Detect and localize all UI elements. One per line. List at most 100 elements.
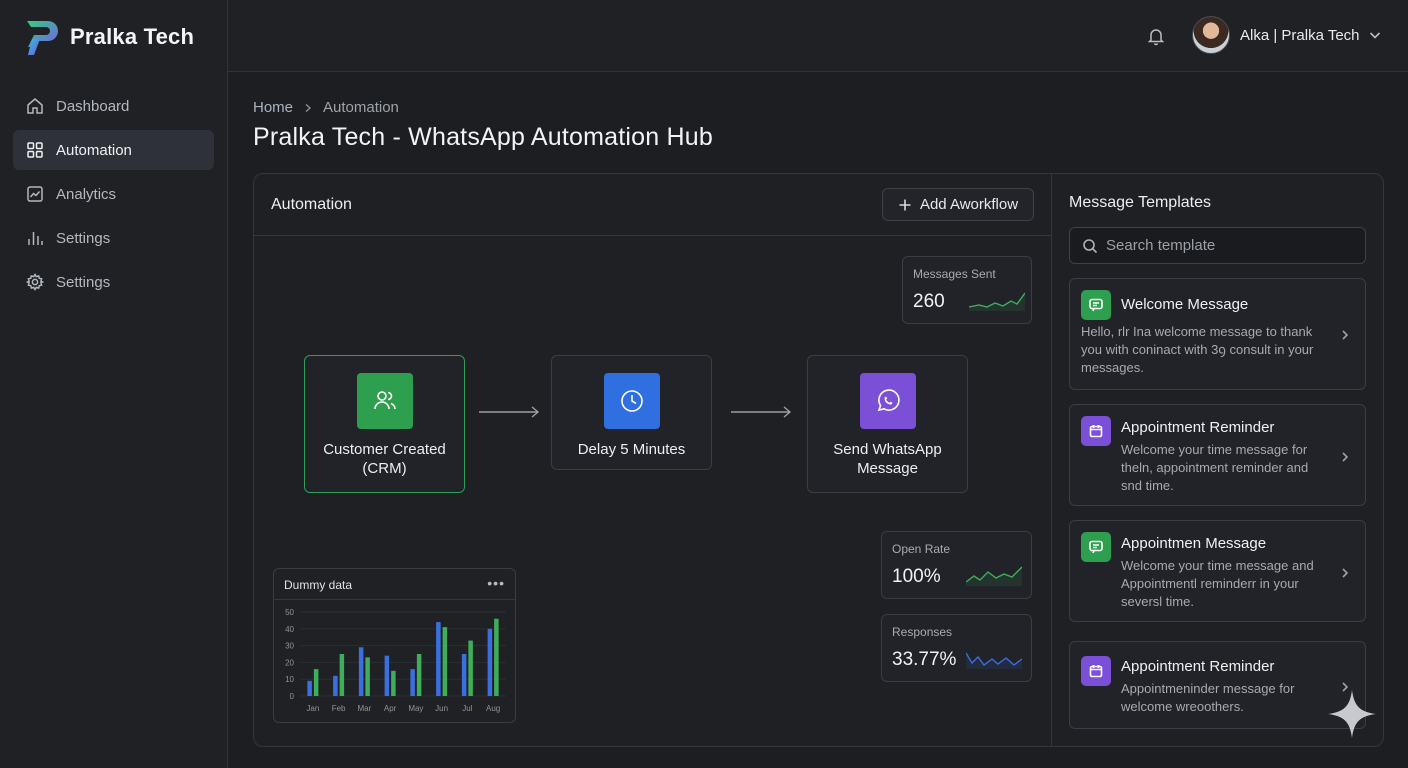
- sidebar-item-label: Automation: [56, 141, 132, 159]
- stat-label: Messages Sent: [913, 267, 996, 281]
- sidebar-item-settings-gear[interactable]: Settings: [13, 262, 214, 302]
- sidebar-item-automation[interactable]: Automation: [13, 130, 214, 170]
- template-name: Appointment Reminder: [1121, 658, 1275, 675]
- x-tick-label: May: [408, 704, 423, 713]
- chart-bar: [333, 675, 338, 696]
- template-description: Welcome your time message for theln, app…: [1121, 442, 1309, 493]
- user-menu-label[interactable]: Alka | Pralka Tech: [1240, 27, 1360, 44]
- chevron-right-icon: [1339, 680, 1351, 692]
- calendar-icon: [1089, 665, 1103, 678]
- chart-bar: [384, 655, 390, 696]
- chart-bar: [410, 669, 415, 696]
- panel-divider: [1051, 174, 1052, 746]
- topbar: Alka | Pralka Tech: [228, 0, 1408, 72]
- chevron-right-icon: [305, 103, 312, 112]
- stat-card-responses: Responses 33.77%: [881, 614, 1032, 682]
- node-icon-bg: [604, 373, 660, 429]
- chat-icon: [1089, 298, 1103, 312]
- home-icon: [27, 98, 43, 114]
- more-options-icon[interactable]: •••: [487, 575, 505, 591]
- users-icon: [374, 391, 396, 410]
- flow-node-label: Delay 5 Minutes: [577, 441, 686, 458]
- template-icon-bg: [1081, 656, 1111, 686]
- x-tick-label: Feb: [332, 704, 346, 713]
- template-name: Appointment Reminder: [1121, 419, 1275, 436]
- gear-icon: [25, 273, 45, 291]
- bar-chart-icon: [28, 232, 43, 245]
- sparkline-icon: [966, 652, 1022, 669]
- x-tick-label: Mar: [357, 704, 371, 713]
- y-tick-label: 20: [285, 658, 294, 667]
- chart-separator: [274, 599, 515, 600]
- template-name: Welcome Message: [1121, 296, 1249, 313]
- grid-icon: [27, 142, 43, 158]
- chart-bar: [339, 654, 345, 696]
- bell-icon: [1147, 29, 1165, 46]
- chart-bar: [436, 622, 441, 696]
- stat-card-messages-sent: Messages Sent 260: [902, 256, 1032, 324]
- arrow-right-icon: [731, 406, 792, 418]
- flow-node-trigger[interactable]: Customer Created (CRM): [304, 355, 465, 493]
- sparkline-icon: [966, 566, 1022, 586]
- automation-header: Automation Add Aworkflow: [254, 174, 1051, 236]
- flow-node-send-whatsapp[interactable]: Send WhatsApp Message: [807, 355, 968, 493]
- chart-bar: [307, 680, 312, 696]
- template-name: Appointmen Message: [1121, 535, 1267, 552]
- template-search-input[interactable]: [1106, 237, 1356, 254]
- chevron-down-icon: [1369, 32, 1381, 39]
- sidebar-item-analytics[interactable]: Analytics: [13, 174, 214, 214]
- chart-bar: [468, 640, 473, 696]
- node-icon-bg: [860, 373, 916, 429]
- sidebar-nav: Dashboard Automation Analytics Settings …: [13, 86, 214, 306]
- templates-title: Message Templates: [1069, 194, 1211, 211]
- avatar[interactable]: [1192, 16, 1230, 54]
- x-tick-label: Jan: [306, 704, 319, 713]
- whatsapp-icon: [877, 389, 900, 412]
- automation-panel: Automation Add Aworkflow Messages Sent 2…: [253, 173, 1384, 747]
- stat-value: 100%: [892, 566, 941, 587]
- add-workflow-button[interactable]: Add Aworkflow: [882, 188, 1034, 221]
- template-card-appointment-message[interactable]: Appointmen Message Welcome your time mes…: [1069, 520, 1366, 622]
- template-card-welcome[interactable]: Welcome Message Hello, rlr Ina welcome m…: [1069, 278, 1366, 390]
- chevron-right-icon: [1339, 566, 1351, 578]
- chart-bar: [494, 618, 499, 696]
- template-icon-bg: [1081, 290, 1111, 320]
- flow-node-delay[interactable]: Delay 5 Minutes: [551, 355, 712, 470]
- arrow-right-icon: [479, 406, 540, 418]
- x-tick-label: Aug: [486, 704, 500, 713]
- y-tick-label: 10: [285, 675, 294, 684]
- brand[interactable]: Pralka Tech: [24, 17, 194, 57]
- y-tick-label: 0: [290, 692, 295, 701]
- flow-arrow: [478, 405, 540, 418]
- template-description: Appointmeninder message for welcome wreo…: [1121, 681, 1295, 714]
- chart-bar: [365, 657, 370, 696]
- template-icon-bg: [1081, 532, 1111, 562]
- node-icon-bg: [357, 373, 413, 429]
- logo-icon: [27, 21, 58, 55]
- y-tick-label: 30: [285, 642, 294, 651]
- stat-card-open-rate: Open Rate 100%: [881, 531, 1032, 599]
- template-description: Welcome your time message and Appointmen…: [1121, 558, 1314, 609]
- mini-bar-chart: Dummy data ••• 0 10 20 30 40 50 Jan Feb Mar Apr Ma…: [273, 568, 516, 723]
- chart-bar: [487, 628, 493, 696]
- sidebar-item-label: Settings: [56, 273, 111, 291]
- template-search[interactable]: [1069, 227, 1366, 264]
- user-menu-toggle[interactable]: [1368, 28, 1382, 42]
- breadcrumb-current: Automation: [323, 99, 399, 116]
- chart-bar: [461, 654, 467, 696]
- template-card-appointment-reminder-2[interactable]: Appointment Reminder Appointmeninder mes…: [1069, 641, 1366, 729]
- template-card-appointment-reminder[interactable]: Appointment Reminder Welcome your time m…: [1069, 404, 1366, 506]
- chart-bar: [358, 647, 364, 696]
- clock-icon: [621, 390, 643, 412]
- stat-label: Responses: [892, 625, 953, 639]
- y-tick-label: 40: [285, 625, 294, 634]
- chat-icon: [1089, 540, 1103, 554]
- sidebar-item-settings[interactable]: Settings: [13, 218, 214, 258]
- chart-bar: [391, 670, 396, 696]
- breadcrumb-home[interactable]: Home: [253, 99, 294, 116]
- automation-title: Automation: [271, 196, 352, 213]
- template-icon-bg: [1081, 416, 1111, 446]
- notifications-button[interactable]: [1146, 26, 1166, 46]
- flow-node-label: Send WhatsApp Message: [833, 441, 942, 477]
- sidebar-item-dashboard[interactable]: Dashboard: [13, 86, 214, 126]
